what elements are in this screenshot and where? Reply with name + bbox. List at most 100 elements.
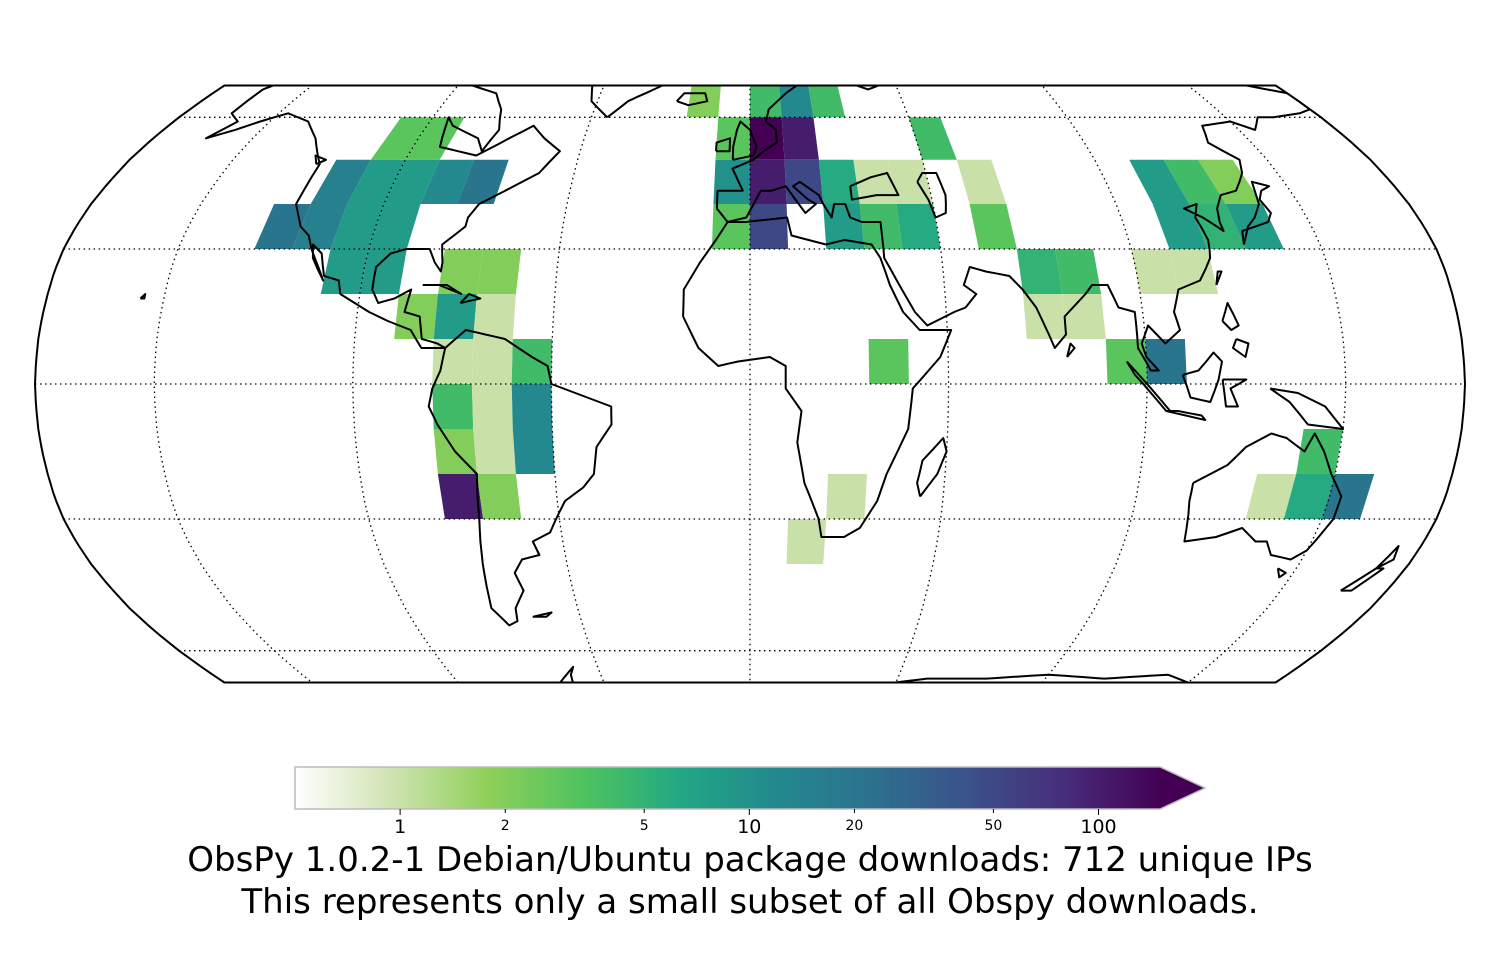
meridian-line <box>352 85 466 683</box>
coastline <box>1340 567 1385 592</box>
density-cell <box>471 384 513 429</box>
density-cell <box>868 339 909 384</box>
density-cell <box>1023 294 1067 339</box>
density-cell <box>896 204 941 249</box>
coastline <box>916 437 948 498</box>
density-cell <box>781 117 819 160</box>
coastline <box>916 172 947 219</box>
meridian-line <box>1034 85 1148 683</box>
density-cell <box>1145 339 1187 384</box>
density-cell <box>750 85 782 118</box>
coastline <box>139 293 147 300</box>
coastline <box>1221 302 1240 331</box>
density-cell <box>1131 249 1180 294</box>
density-cell <box>1016 249 1063 294</box>
density-cell <box>713 159 750 204</box>
density-cell <box>908 117 957 160</box>
density-cell <box>853 159 897 204</box>
coastline <box>565 85 704 119</box>
coastline <box>1241 180 1272 245</box>
density-cell <box>511 384 553 429</box>
density-cell <box>1152 204 1208 249</box>
density-cell <box>511 339 553 384</box>
coastline <box>1269 387 1345 430</box>
density-cell <box>359 249 407 294</box>
coastline <box>1375 545 1400 570</box>
density-cell <box>1169 249 1219 294</box>
density-cell <box>320 249 369 294</box>
density-cell <box>432 339 474 384</box>
density-cell <box>310 159 371 204</box>
coastline <box>224 665 1276 683</box>
colorbar: 1 2 5 10 20 50 100 <box>294 766 1207 838</box>
coastline <box>532 611 553 618</box>
density-cell <box>818 159 860 204</box>
colorbar-tick-label: 5 <box>640 818 649 834</box>
map-boundary <box>33 84 1467 684</box>
coastline <box>676 92 709 107</box>
figure-title-line1: ObsPy 1.0.2-1 Debian/Ubuntu package down… <box>187 840 1313 880</box>
density-cell <box>1163 159 1226 204</box>
coastline <box>1221 378 1248 408</box>
density-cell <box>887 159 933 204</box>
colorbar-tick-label: 50 <box>984 818 1002 834</box>
density-cell <box>383 159 440 204</box>
density-cell <box>330 204 384 249</box>
meridian-line <box>153 85 323 683</box>
density-cell <box>686 85 722 118</box>
coastline <box>1066 342 1076 358</box>
coastline <box>1232 338 1250 358</box>
coastline <box>314 154 327 166</box>
density-cell <box>715 117 750 160</box>
density-cell <box>347 159 406 204</box>
density-cell <box>433 294 477 339</box>
density-cell <box>473 294 516 339</box>
density-cell <box>254 204 311 249</box>
coastline <box>422 284 463 295</box>
download-density-cells <box>254 85 1375 564</box>
density-cell <box>432 384 474 429</box>
density-cell <box>368 204 421 249</box>
density-cell <box>956 159 1007 204</box>
density-cell <box>1296 429 1344 474</box>
density-cell <box>476 249 522 294</box>
density-cell <box>778 85 814 118</box>
density-cell <box>969 204 1017 249</box>
coastline <box>1276 567 1287 579</box>
coastline <box>1215 270 1223 286</box>
colorbar-ticks: 1 2 5 10 20 50 100 <box>394 809 1117 838</box>
density-cell <box>1283 474 1336 519</box>
density-cell <box>786 519 827 564</box>
density-cell <box>473 429 516 474</box>
density-cell <box>826 474 867 519</box>
meridian-line <box>550 85 608 683</box>
coastline <box>1183 432 1343 561</box>
density-cell <box>1062 294 1106 339</box>
density-cell <box>512 429 555 474</box>
coastline <box>416 60 462 78</box>
density-cell <box>1055 249 1102 294</box>
colorbar-tick-label: 1 <box>394 816 406 838</box>
density-cell <box>1245 474 1297 519</box>
density-cell <box>750 117 785 160</box>
coastline <box>682 216 953 538</box>
density-cell <box>457 159 509 204</box>
colorbar-tick-label: 100 <box>1080 816 1116 838</box>
colorbar-tick-label: 20 <box>846 818 864 834</box>
coastline <box>715 137 732 153</box>
coastline <box>849 172 900 201</box>
density-cell <box>437 249 484 294</box>
colorbar-tick-label: 10 <box>737 816 761 838</box>
graticule <box>35 85 1465 683</box>
density-cell <box>1129 159 1190 204</box>
coastline <box>427 329 613 627</box>
density-cell <box>471 339 513 384</box>
coastline <box>464 85 552 87</box>
coastline <box>1181 351 1223 403</box>
colorbar-gradient <box>294 766 1207 810</box>
density-cell <box>437 474 484 519</box>
density-cell <box>476 474 522 519</box>
density-cell <box>1322 474 1375 519</box>
density-cell <box>750 204 789 249</box>
